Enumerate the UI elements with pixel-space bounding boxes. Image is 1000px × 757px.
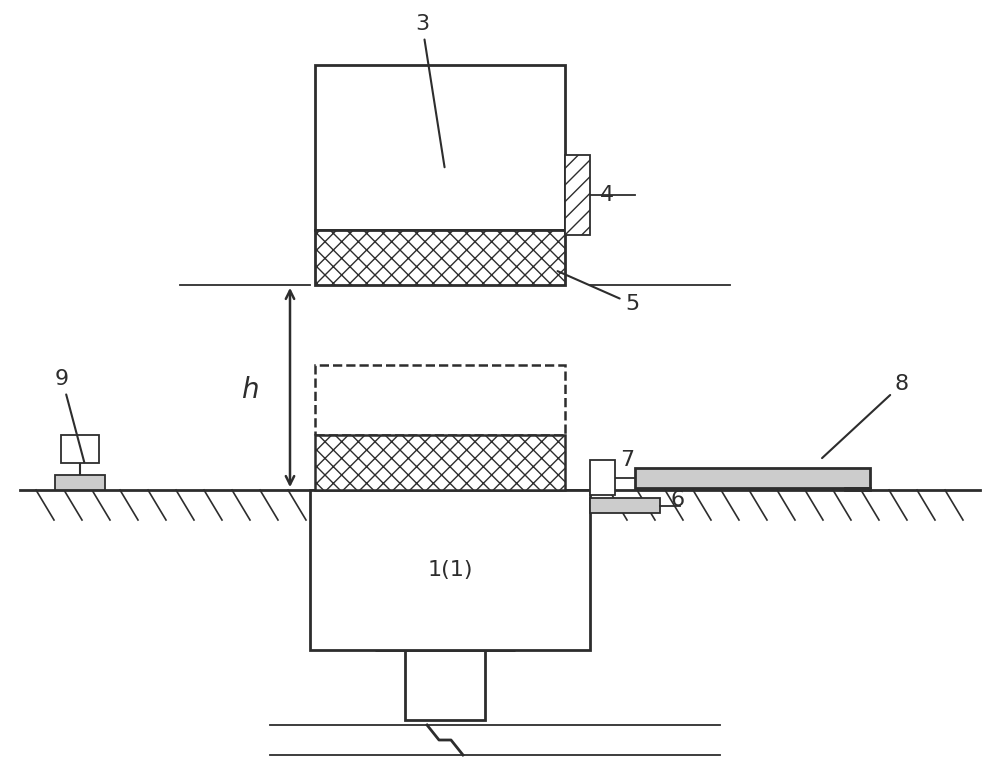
Text: 4: 4 — [600, 185, 614, 205]
Bar — [315, 230, 565, 285]
Bar — [590, 460, 615, 495]
Bar — [55, 475, 105, 490]
Bar — [310, 490, 590, 650]
Bar — [590, 498, 660, 513]
Text: 8: 8 — [822, 374, 909, 458]
Text: 3: 3 — [415, 14, 445, 167]
Text: 5: 5 — [558, 271, 639, 314]
Bar — [635, 468, 870, 488]
Bar — [565, 155, 590, 235]
Bar — [315, 65, 565, 230]
Text: $h$: $h$ — [241, 376, 259, 404]
Bar — [315, 365, 565, 435]
Bar — [61, 435, 99, 463]
Bar — [845, 488, 870, 490]
Bar — [405, 650, 485, 720]
Text: 1(1): 1(1) — [427, 560, 473, 580]
Text: 7: 7 — [620, 450, 634, 470]
Text: 9: 9 — [55, 369, 84, 463]
Bar — [315, 435, 565, 490]
Text: 6: 6 — [670, 490, 684, 510]
